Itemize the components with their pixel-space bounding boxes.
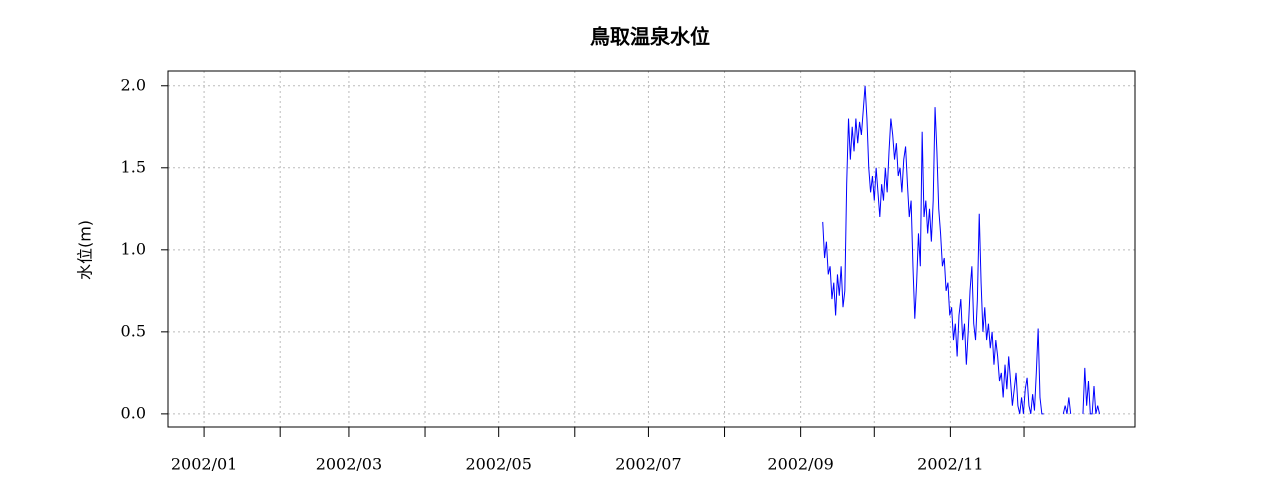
plot-frame [167, 70, 1136, 428]
y-tick-label: 1.5 [121, 157, 146, 176]
x-tick-label: 2002/01 [171, 455, 237, 474]
y-axis-label: 水位(m) [76, 220, 95, 280]
data-line [822, 85, 1101, 415]
x-tick-label: 2002/11 [917, 455, 983, 474]
x-tick-label: 2002/05 [465, 455, 531, 474]
y-tick-label: 2.0 [121, 75, 146, 94]
x-tick-label: 2002/09 [767, 455, 833, 474]
x-tick-label: 2002/07 [615, 455, 681, 474]
y-tick-label: 1.0 [121, 239, 146, 258]
y-tick-label: 0.0 [121, 403, 146, 422]
chart-title: 鳥取温泉水位 [590, 25, 710, 49]
x-tick-label: 2002/03 [316, 455, 382, 474]
y-tick-label: 0.5 [121, 321, 146, 340]
